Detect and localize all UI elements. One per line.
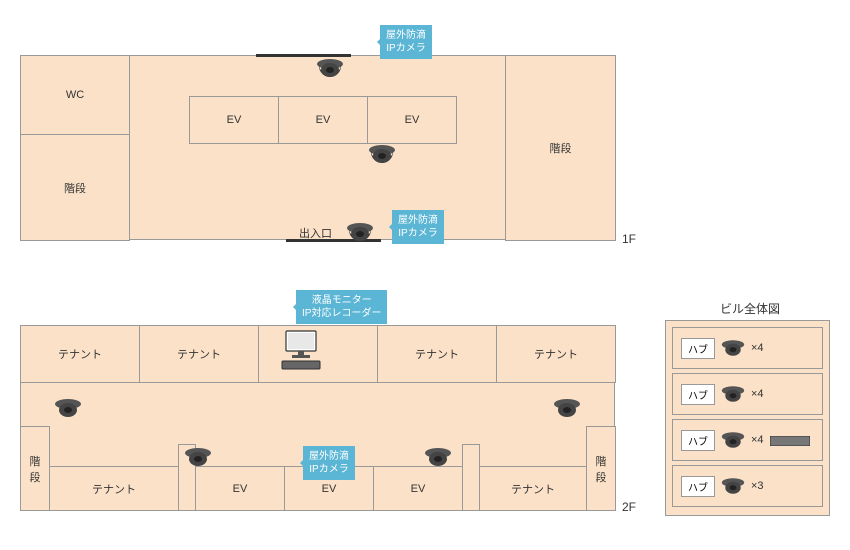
label-ev3-2f: EV	[411, 483, 426, 495]
room-stairs-l-2f: 階 段	[20, 426, 50, 511]
room-t2: テナント	[139, 325, 259, 383]
exit-label-1f: 出入口	[299, 225, 332, 241]
mult-1: ×4	[751, 388, 764, 400]
label-2f: 2F	[622, 500, 636, 514]
label-stairs-l-1f: 階段	[64, 180, 86, 196]
floor1-plan: WC 階段 EV EV EV 階段	[20, 55, 615, 240]
room-pillar-r	[462, 444, 480, 511]
hub-0: ハブ	[681, 338, 715, 359]
camera-icon-b1	[721, 385, 745, 403]
mult-2: ×4	[751, 434, 764, 446]
room-t1: テナント	[20, 325, 140, 383]
monitor-icon	[280, 329, 322, 378]
camera-1f-top	[316, 58, 344, 78]
camera-1f-exit	[346, 222, 374, 242]
room-t6: テナント	[479, 466, 587, 511]
callout-2f-monitor: 液晶モニター IP対応レコーダー	[296, 290, 387, 324]
room-ev3-2f: EV	[373, 466, 463, 511]
room-ev3-1f: EV	[367, 96, 457, 144]
recorder-icon	[770, 436, 810, 446]
camera-2f-br	[424, 447, 452, 467]
label-ev2-1f: EV	[316, 114, 331, 126]
room-t5: テナント	[49, 466, 179, 511]
label-1f: 1F	[622, 232, 636, 246]
bfloor-0: ハブ ×4	[672, 327, 823, 369]
room-stairs-r-2f: 階 段	[586, 426, 616, 511]
room-t3: テナント	[377, 325, 497, 383]
label-ev2-2f: EV	[322, 483, 337, 495]
hub-3: ハブ	[681, 476, 715, 497]
label-t1: テナント	[58, 346, 102, 362]
room-wc: WC	[20, 55, 130, 135]
hub-2: ハブ	[681, 430, 715, 451]
building-title: ビル全体図	[720, 300, 780, 317]
camera-2f-tl	[54, 398, 82, 418]
callout-1f-exit-text: 屋外防滴 IPカメラ	[398, 215, 438, 239]
label-stairs-r-2f: 階 段	[596, 453, 607, 485]
camera-icon-b3	[721, 477, 745, 495]
callout-2f-camera-text: 屋外防滴 IPカメラ	[309, 451, 349, 475]
room-ev1-1f: EV	[189, 96, 279, 144]
mult-0: ×4	[751, 342, 764, 354]
label-ev3-1f: EV	[405, 114, 420, 126]
label-t4: テナント	[534, 346, 578, 362]
label-stairs-l-2f: 階 段	[30, 453, 41, 485]
callout-1f-exit: 屋外防滴 IPカメラ	[392, 210, 444, 244]
room-ev2-1f: EV	[278, 96, 368, 144]
room-stairs-l-1f: 階段	[20, 134, 130, 241]
room-t4: テナント	[496, 325, 616, 383]
mult-3: ×3	[751, 480, 764, 492]
label-t3: テナント	[415, 346, 459, 362]
label-t5: テナント	[92, 481, 136, 497]
room-stairs-r-1f: 階段	[505, 55, 616, 241]
label-ev1-1f: EV	[227, 114, 242, 126]
bfloor-2: ハブ ×4	[672, 419, 823, 461]
camera-2f-tr	[553, 398, 581, 418]
bfloor-3: ハブ ×3	[672, 465, 823, 507]
camera-icon-b0	[721, 339, 745, 357]
callout-1f-top: 屋外防滴 IPカメラ	[380, 25, 432, 59]
building-outline: ハブ ×4 ハブ ×4 ハブ ×4 ハブ ×3	[665, 320, 830, 516]
label-t2: テナント	[177, 346, 221, 362]
callout-2f-monitor-text: 液晶モニター IP対応レコーダー	[302, 295, 381, 319]
hub-1: ハブ	[681, 384, 715, 405]
callout-1f-top-text: 屋外防滴 IPカメラ	[386, 30, 426, 54]
label-wc: WC	[66, 89, 84, 101]
bfloor-1: ハブ ×4	[672, 373, 823, 415]
camera-2f-bl	[184, 447, 212, 467]
camera-icon-b2	[721, 431, 745, 449]
door-top-1f	[256, 54, 351, 57]
callout-2f-camera: 屋外防滴 IPカメラ	[303, 446, 355, 480]
label-stairs-r-1f: 階段	[550, 140, 572, 156]
label-t6: テナント	[511, 481, 555, 497]
label-ev1-2f: EV	[233, 483, 248, 495]
camera-1f-ev	[368, 144, 396, 164]
room-ev1-2f: EV	[195, 466, 285, 511]
